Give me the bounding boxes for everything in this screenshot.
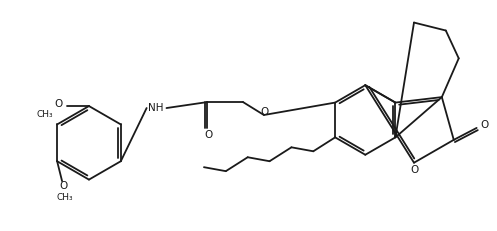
Text: O: O xyxy=(59,181,67,191)
Text: CH₃: CH₃ xyxy=(57,192,74,201)
Text: O: O xyxy=(411,165,419,175)
Text: CH₃: CH₃ xyxy=(37,109,53,119)
Text: O: O xyxy=(261,107,269,117)
Text: O: O xyxy=(481,120,489,130)
Text: NH: NH xyxy=(148,103,164,113)
Text: O: O xyxy=(55,99,63,109)
Text: O: O xyxy=(204,130,212,140)
